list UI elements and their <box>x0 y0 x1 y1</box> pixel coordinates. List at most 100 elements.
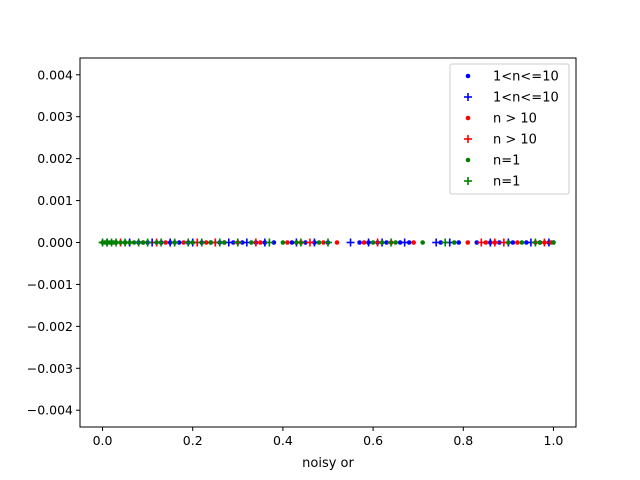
data-point <box>143 238 152 247</box>
data-point <box>176 240 182 245</box>
data-point <box>190 240 196 245</box>
data-point <box>361 240 367 245</box>
data-point <box>497 240 502 245</box>
data-point <box>357 240 362 245</box>
data-point <box>370 240 376 245</box>
data-point <box>321 240 326 245</box>
data-point <box>406 240 412 245</box>
legend-frame <box>449 63 570 195</box>
data-point <box>411 240 416 245</box>
data-point <box>157 238 166 247</box>
x-tick-label: 0.4 <box>273 433 293 448</box>
legend-label: n > 10 <box>493 133 537 148</box>
y-tick-label: −0.003 <box>27 361 73 376</box>
data-point <box>438 240 444 245</box>
data-point <box>465 240 471 245</box>
data-point <box>379 240 385 245</box>
data-point <box>531 238 540 247</box>
y-tick-label: 0.002 <box>37 151 73 166</box>
data-point <box>154 240 159 245</box>
data-point <box>465 73 471 79</box>
data-point <box>387 238 396 247</box>
data-point <box>215 238 224 247</box>
data-point <box>451 240 457 245</box>
data-point <box>271 240 277 245</box>
legend-label: 1<n<=10 <box>493 70 559 85</box>
data-point <box>249 240 254 245</box>
y-tick-label: −0.002 <box>27 319 73 334</box>
data-point <box>289 240 295 245</box>
data-point <box>420 240 425 245</box>
x-tick-label: 0.2 <box>183 433 203 448</box>
data-point <box>464 177 472 185</box>
data-point <box>131 240 137 245</box>
data-point <box>384 240 389 245</box>
data-point <box>208 240 214 245</box>
data-point <box>265 238 274 247</box>
data-point <box>551 240 556 245</box>
data-point <box>441 238 450 247</box>
data-point <box>465 157 471 163</box>
data-point <box>203 240 209 245</box>
data-point <box>400 238 409 247</box>
data-point <box>324 238 332 247</box>
data-point <box>524 240 529 245</box>
data-point <box>112 238 121 247</box>
data-point <box>197 238 206 247</box>
x-axis-label: noisy or <box>302 456 354 471</box>
data-point <box>121 238 130 247</box>
y-tick-label: −0.004 <box>27 403 73 418</box>
series-plus <box>98 238 540 247</box>
data-point <box>334 240 340 245</box>
legend-label: 1<n<=10 <box>493 91 559 106</box>
data-point <box>140 240 146 245</box>
x-axis: 0.0 0.2 0.4 0.6 0.8 1.0 <box>93 427 563 448</box>
data-point <box>456 240 462 245</box>
y-tick-label: 0.003 <box>37 109 73 124</box>
data-point <box>280 240 286 245</box>
data-point <box>163 240 168 245</box>
data-point <box>393 240 398 245</box>
data-point <box>316 240 322 245</box>
legend: 1<n<=10 1<n<=10 n > 10 n > 10 n=1 n=1 <box>449 63 570 195</box>
data-point <box>221 240 227 245</box>
data-point <box>474 240 480 245</box>
data-point <box>464 93 472 101</box>
data-point <box>519 240 525 245</box>
data-point <box>296 238 305 247</box>
data-point <box>465 115 471 121</box>
data-point <box>184 238 193 247</box>
y-axis: 0.004 0.003 0.002 0.001 0.000 −0.001 −0.002 −0.… <box>27 67 80 418</box>
y-tick-label: 0.000 <box>37 235 73 250</box>
data-point <box>510 240 516 245</box>
data-point <box>170 238 179 247</box>
data-point <box>477 238 486 247</box>
data-point <box>346 238 355 247</box>
legend-label: n > 10 <box>493 112 537 127</box>
data-point <box>231 240 236 245</box>
data-point <box>294 240 299 245</box>
x-tick-label: 0.8 <box>453 433 473 448</box>
legend-label: n=1 <box>493 154 520 169</box>
y-tick-label: −0.001 <box>27 277 73 292</box>
data-point <box>432 238 441 247</box>
data-point <box>127 240 132 245</box>
y-tick-label: 0.001 <box>37 193 73 208</box>
data-point <box>134 238 143 247</box>
data-point <box>258 240 263 245</box>
data-point <box>240 240 245 245</box>
x-tick-label: 0.0 <box>93 433 113 448</box>
data-point <box>490 238 499 247</box>
data-point <box>506 240 511 245</box>
legend-label: n=1 <box>493 175 520 190</box>
data-point <box>483 240 489 245</box>
data-point <box>305 238 314 247</box>
data-point <box>181 240 187 245</box>
data-point <box>233 238 242 247</box>
data-point <box>285 240 290 245</box>
x-tick-label: 0.6 <box>363 433 383 448</box>
data-point <box>464 135 472 143</box>
data-point <box>303 240 308 245</box>
data-point <box>537 240 543 245</box>
